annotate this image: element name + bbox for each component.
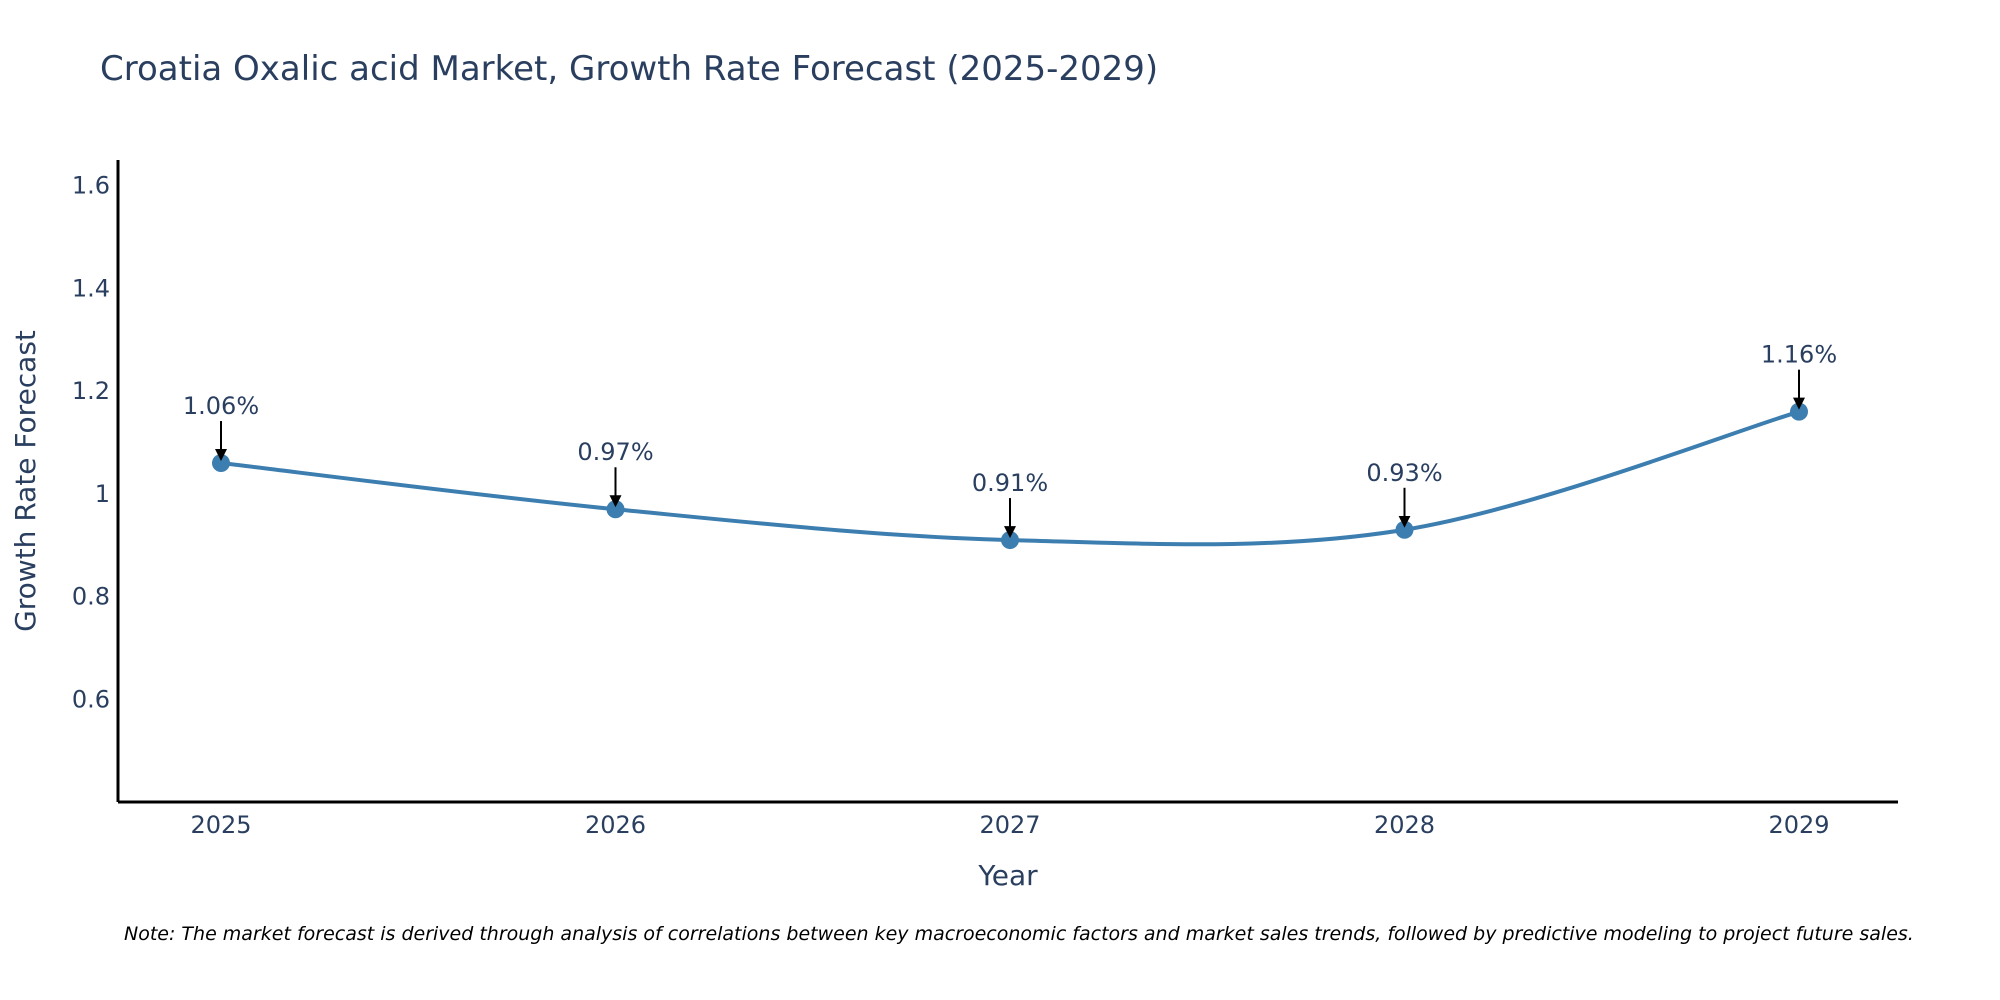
y-axis-title: Growth Rate Forecast	[9, 330, 42, 632]
y-tick-label: 0.6	[72, 685, 110, 713]
y-tick-label: 1.4	[72, 274, 110, 302]
x-tick-label: 2028	[1374, 811, 1435, 839]
x-tick-label: 2027	[979, 811, 1040, 839]
data-label: 0.93%	[1366, 459, 1442, 487]
x-axis-ticks: 2025 2026 2027 2028 2029	[190, 811, 1829, 839]
data-annotations: 1.06% 0.97% 0.91% 0.93% 1.16%	[183, 341, 1837, 539]
data-label: 1.16%	[1761, 341, 1837, 369]
data-point	[1001, 531, 1019, 550]
data-label: 1.06%	[183, 392, 259, 420]
data-point	[1395, 520, 1414, 539]
x-tick-label: 2025	[190, 811, 251, 839]
data-point	[1790, 402, 1808, 421]
y-tick-label: 1.2	[72, 377, 110, 405]
y-tick-label: 1.6	[72, 172, 110, 200]
y-tick-label: 1	[95, 480, 110, 508]
data-label: 0.97%	[577, 438, 653, 466]
y-tick-label: 0.8	[72, 583, 110, 611]
x-tick-label: 2026	[585, 811, 646, 839]
chart-title: Croatia Oxalic acid Market, Growth Rate …	[100, 49, 1158, 89]
data-point	[606, 500, 625, 519]
x-axis-title: Year	[977, 859, 1038, 892]
data-point	[212, 454, 230, 473]
footnote: Note: The market forecast is derived thr…	[124, 923, 1914, 945]
x-tick-label: 2029	[1768, 811, 1829, 839]
y-axis-ticks: 0.6 0.8 1 1.2 1.4 1.6	[72, 172, 110, 714]
data-label: 0.91%	[972, 469, 1048, 497]
